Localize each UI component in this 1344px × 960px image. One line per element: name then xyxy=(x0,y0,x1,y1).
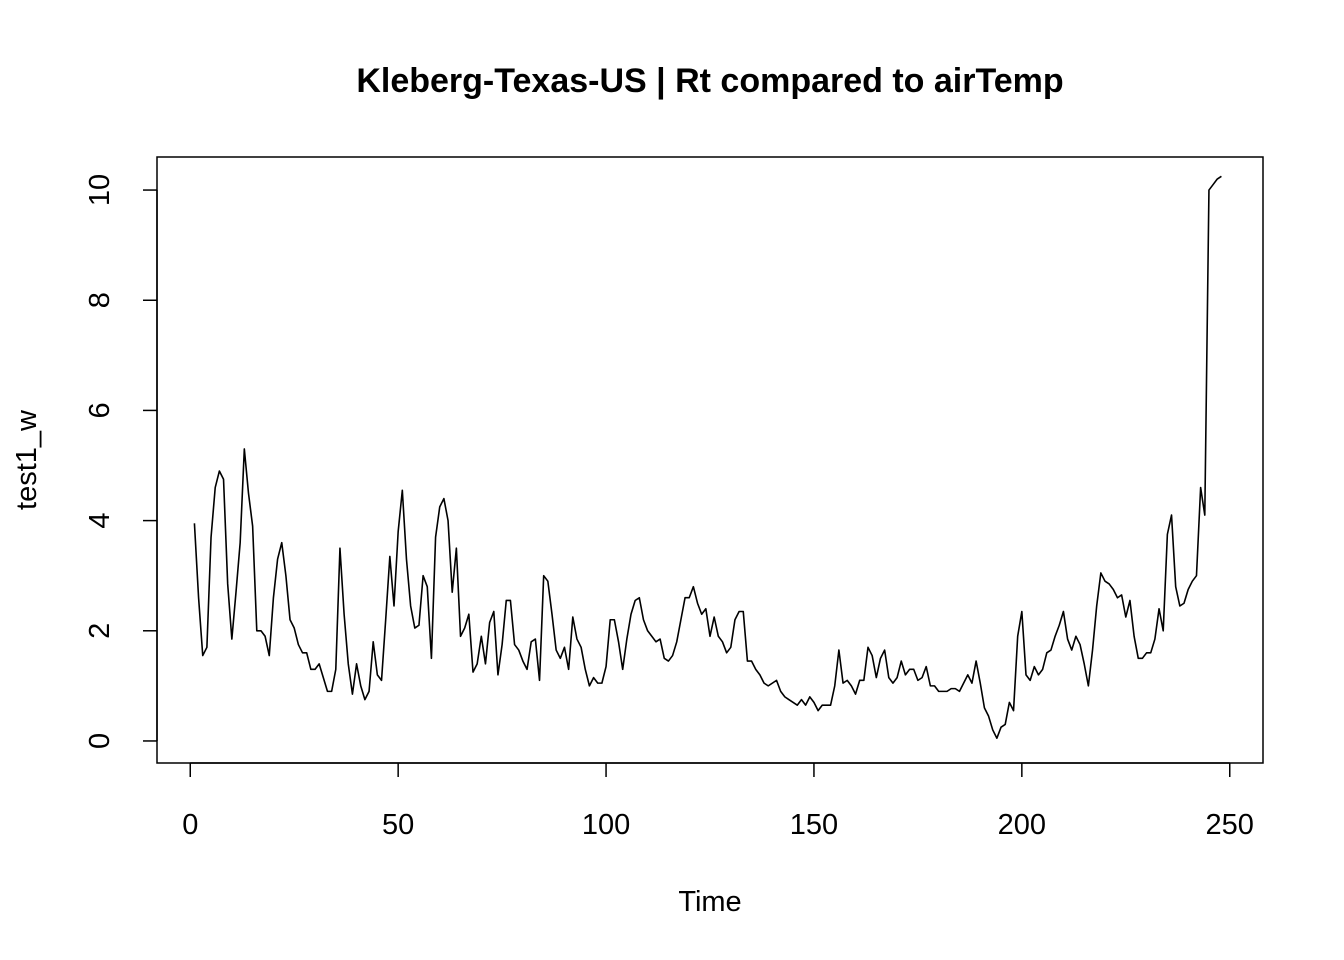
chart-title: Kleberg-Texas-US | Rt compared to airTem… xyxy=(356,62,1063,100)
y-tick-label: 8 xyxy=(84,292,116,308)
plot-box xyxy=(156,156,1264,764)
y-axis-label: test1_w xyxy=(11,409,43,510)
x-axis-label: Time xyxy=(678,886,741,918)
y-tick-label: 6 xyxy=(84,402,116,418)
x-tick-label: 250 xyxy=(1206,809,1254,841)
x-tick-label: 100 xyxy=(582,809,630,841)
x-tick-label: 150 xyxy=(790,809,838,841)
x-axis: 0 50 100 150 200 250 xyxy=(182,762,1254,841)
y-tick-label: 2 xyxy=(84,623,116,639)
y-tick-label: 10 xyxy=(84,174,116,206)
x-tick-label: 200 xyxy=(998,809,1046,841)
x-tick-label: 50 xyxy=(382,809,414,841)
series-line xyxy=(193,175,1222,740)
x-tick-label: 0 xyxy=(182,809,198,841)
y-tick-label: 0 xyxy=(84,733,116,749)
y-tick-label: 4 xyxy=(84,513,116,529)
y-axis: 0 2 4 6 8 10 xyxy=(84,174,158,749)
